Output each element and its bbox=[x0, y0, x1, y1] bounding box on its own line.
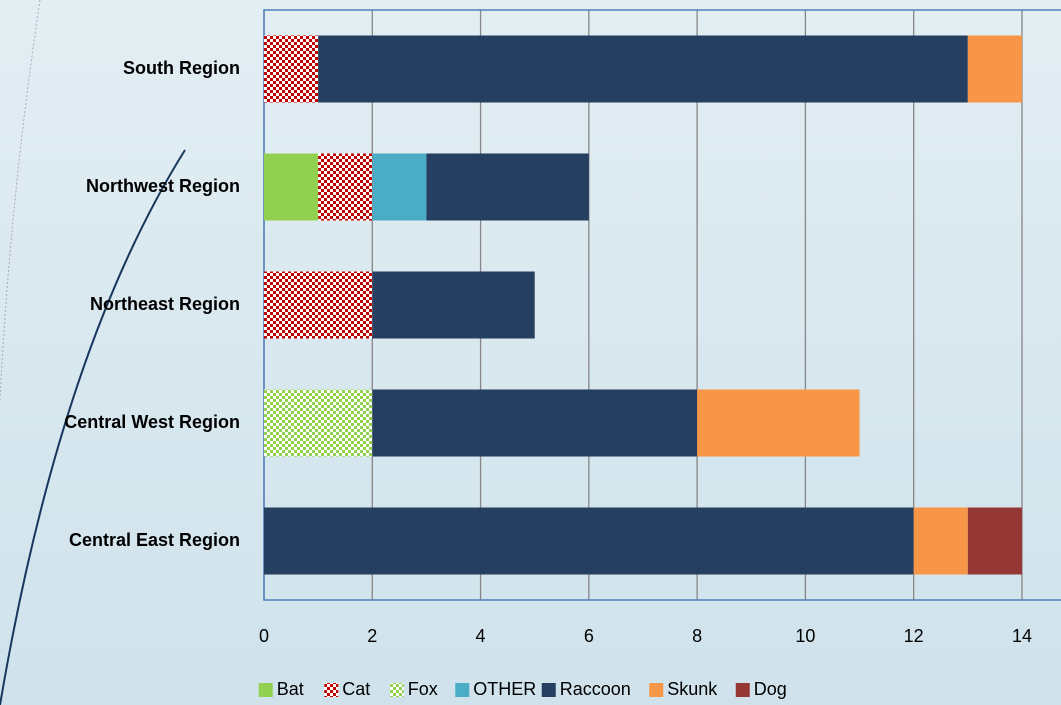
legend-label: Bat bbox=[277, 679, 304, 699]
x-tick-label: 4 bbox=[476, 626, 486, 646]
legend-label: Cat bbox=[342, 679, 370, 699]
bar-segment bbox=[426, 153, 589, 221]
legend-item: Cat bbox=[324, 679, 370, 699]
bar-segment bbox=[318, 153, 373, 221]
bar-segment bbox=[967, 35, 1022, 103]
legend-item: Dog bbox=[735, 679, 787, 699]
legend-swatch bbox=[258, 683, 273, 697]
legend-item: Bat bbox=[258, 679, 304, 699]
x-tick-label: 2 bbox=[367, 626, 377, 646]
legend-swatch bbox=[735, 683, 750, 697]
y-tick-label: Northeast Region bbox=[90, 294, 240, 314]
bar-segment bbox=[913, 507, 968, 575]
bar-segment bbox=[264, 271, 373, 339]
bar-segment bbox=[264, 389, 373, 457]
legend-swatch bbox=[541, 683, 556, 697]
legend-swatch bbox=[389, 683, 404, 697]
decoration bbox=[0, 0, 41, 401]
legend-swatch bbox=[324, 683, 339, 697]
bar-segment bbox=[264, 35, 319, 103]
x-tick-label: 12 bbox=[904, 626, 924, 646]
legend-swatch bbox=[455, 683, 470, 697]
y-tick-label: Central West Region bbox=[64, 412, 240, 432]
y-tick-label: Central East Region bbox=[69, 530, 240, 550]
legend-swatch bbox=[649, 683, 664, 697]
y-tick-label: South Region bbox=[123, 58, 240, 78]
legend-item: OTHER bbox=[455, 679, 536, 699]
bar-segment bbox=[318, 35, 968, 103]
legend-label: Fox bbox=[408, 679, 438, 699]
legend-label: Skunk bbox=[667, 679, 718, 699]
legend-label: OTHER bbox=[473, 679, 536, 699]
x-tick-label: 14 bbox=[1012, 626, 1032, 646]
bar-segment bbox=[697, 389, 860, 457]
decoration bbox=[0, 149, 186, 705]
bar-segment bbox=[372, 389, 698, 457]
bar-segment bbox=[372, 153, 427, 221]
bar-segment bbox=[372, 271, 535, 339]
legend-label: Dog bbox=[754, 679, 787, 699]
y-tick-label: Northwest Region bbox=[86, 176, 240, 196]
bar-segment bbox=[264, 153, 319, 221]
x-tick-label: 8 bbox=[692, 626, 702, 646]
bar-segment bbox=[264, 507, 914, 575]
legend-item: Skunk bbox=[649, 679, 718, 699]
x-tick-label: 10 bbox=[795, 626, 815, 646]
x-tick-label: 0 bbox=[259, 626, 269, 646]
legend-item: Fox bbox=[389, 679, 438, 699]
bar-segment bbox=[967, 507, 1022, 575]
legend-item: Raccoon bbox=[541, 679, 631, 699]
legend-label: Raccoon bbox=[560, 679, 631, 699]
x-tick-label: 6 bbox=[584, 626, 594, 646]
